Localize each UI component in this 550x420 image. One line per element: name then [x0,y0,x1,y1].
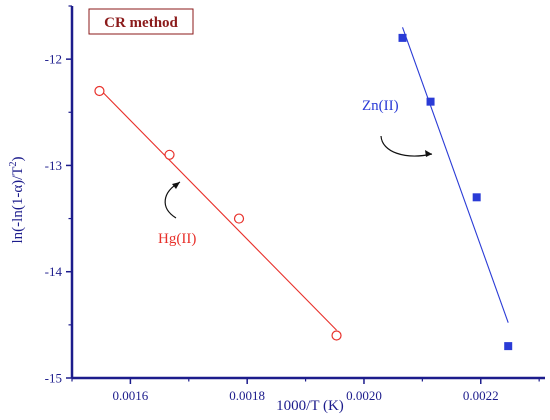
tick-layer [66,5,540,384]
y-axis-title-superscript: 2 [8,162,19,167]
curved-arrow-hg [164,181,181,219]
data-point-hgii [233,213,245,224]
data-point-znii [426,97,435,106]
data-point-layer [94,33,513,351]
x-tick-label: 0.0022 [463,388,499,403]
data-point-znii [398,33,407,42]
chart-title-box [88,8,194,35]
fit-line-layer [99,27,509,331]
y-tick-label: -14 [45,264,63,279]
arrow-head-zn [425,150,432,157]
fit-line-znii [401,27,509,323]
data-point-hgii [164,149,175,160]
y-tick-label: -13 [45,158,62,173]
y-axis-title-close: ) [10,157,26,162]
x-tick-labels: 0.0016 0.0018 0.0020 0.0022 [113,388,499,403]
data-point-hgii [94,85,105,97]
data-point-hgii [331,330,342,341]
y-tick-label: -15 [45,371,62,386]
y-tick-labels: -12 -13 -14 -15 [45,52,63,386]
x-tick-label: 0.0020 [346,388,382,403]
x-tick-label: 0.0016 [113,388,149,403]
curved-arrow-zn [380,135,433,157]
series-label-hg: Hg(II) [158,231,196,247]
data-point-znii [472,193,481,202]
y-tick-label: -12 [45,52,62,67]
chart-title: CR method [104,15,178,31]
x-tick-label: 0.0018 [229,388,265,403]
y-axis-title-main: ln(-ln(1-α)/T [10,167,26,244]
series-label-zn: Zn(II) [362,98,399,114]
fit-line-hgii [99,88,337,331]
y-axis-title: ln(-ln(1-α)/T2) [8,157,26,244]
arrow-head-hg [172,182,180,189]
x-axis-title: 1000/T (K) [276,398,344,414]
data-point-znii [504,342,513,351]
